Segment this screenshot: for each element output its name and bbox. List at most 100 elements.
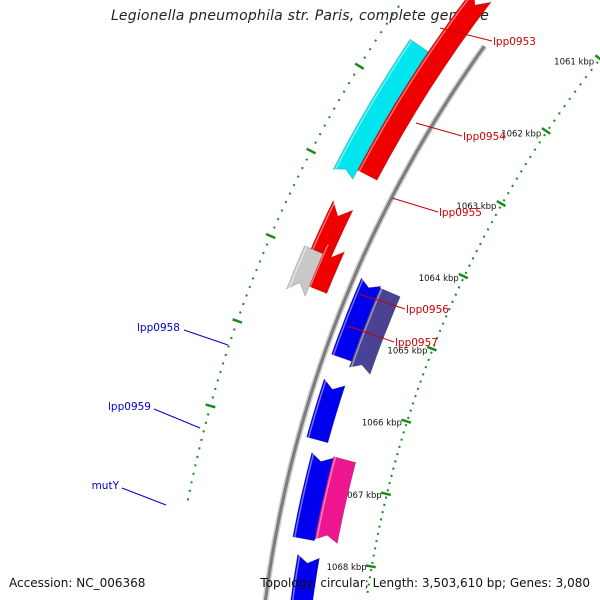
- kbp-tick-1064: [458, 272, 469, 280]
- label-leader-lpp0959: [153, 408, 201, 429]
- outer-tick-dot: [432, 344, 436, 347]
- inner-tick-dot: [206, 413, 210, 416]
- gene-label-lpp0957: lpp0957: [395, 337, 438, 349]
- inner-tick-dot: [305, 158, 309, 161]
- gene-lpp0955-highlight: [334, 39, 413, 171]
- outer-tick-dot: [498, 206, 502, 209]
- inner-tick-dot: [255, 268, 258, 272]
- outer-tick-dot: [416, 387, 420, 391]
- gene-label-lpp0958: lpp0958: [137, 322, 180, 334]
- outer-tick-dot: [519, 169, 523, 173]
- outer-tick-dot: [590, 68, 593, 72]
- gene-lpp0958-blue-highlight: [332, 278, 364, 356]
- outer-tick-dot: [402, 431, 406, 434]
- gene-lpp0957: [286, 245, 324, 298]
- outer-tick-dot: [528, 155, 532, 159]
- inner-tick-dot: [216, 379, 220, 382]
- outer-tick-dot: [552, 119, 556, 123]
- kbp-tick-1061: [594, 54, 600, 61]
- gene-mutY-pink-highlight: [315, 457, 337, 540]
- gene-lpp0957-highlight: [287, 246, 308, 290]
- inner-tick-dot: [314, 141, 317, 144]
- outer-tick-dot: [461, 278, 464, 282]
- gene-lpp0961-highlight: [292, 554, 301, 600]
- outer-tick-dot: [454, 293, 458, 296]
- kbp-tick-1066: [401, 418, 412, 424]
- outer-tick-dot: [419, 380, 422, 383]
- gene-lpp0958-blue: [331, 277, 382, 362]
- kbp-tick-1062: [541, 127, 551, 135]
- inner-tick-dot: [385, 22, 389, 26]
- inner-tick-dot: [323, 124, 327, 127]
- inner-tick-dot: [211, 396, 215, 399]
- label-leader-lpp0955: [391, 197, 439, 213]
- inner-tick-dot: [251, 277, 255, 280]
- outer-tick-dot: [490, 220, 494, 224]
- outer-tick-dot: [568, 97, 572, 101]
- outer-tick-dot: [404, 423, 408, 427]
- gene-lpp0954-highlight: [358, 0, 469, 172]
- inner-tick-dot: [284, 200, 288, 204]
- kbp-label-1061: 1061 kbp: [554, 57, 594, 67]
- outer-tick-dot: [468, 264, 471, 267]
- inner-tick-dot: [318, 132, 322, 136]
- inner-tick-dot: [328, 115, 331, 119]
- inner-kbp-tick: [354, 62, 365, 70]
- outer-tick-dot: [409, 409, 412, 412]
- outer-tick-dot: [475, 249, 479, 253]
- inner-kbp-tick: [232, 318, 243, 324]
- gene-label-lpp0959: lpp0959: [108, 401, 151, 413]
- outer-tick-dot: [421, 373, 425, 376]
- inner-kbp-tick: [205, 403, 216, 409]
- outer-tick-dot: [506, 191, 510, 195]
- topology-text: Topology: circular; Length: 3,503,610 bp…: [260, 576, 590, 590]
- kbp-label-1067: 1067 kbp: [342, 491, 382, 501]
- kbp-label-1062: 1062 kbp: [501, 130, 541, 140]
- backbone-line: [263, 45, 486, 600]
- kbp-label-1068: 1068 kbp: [327, 563, 367, 573]
- inner-tick-dot: [214, 387, 217, 391]
- outer-tick-dot: [451, 300, 454, 304]
- outer-tick-dot: [424, 365, 428, 369]
- label-leader-lpp0956: [358, 293, 406, 310]
- inner-tick-dot: [337, 98, 341, 102]
- outer-tick-dot: [396, 452, 399, 456]
- inner-tick-dot: [379, 30, 383, 34]
- outer-tick-dot: [430, 351, 433, 354]
- inner-tick-dot: [397, 5, 400, 9]
- gene-lpp0955: [332, 38, 429, 180]
- inner-kbp-tick: [265, 232, 276, 240]
- outer-tick-dot: [414, 394, 417, 398]
- label-leader-lpp0958: [183, 329, 229, 346]
- inner-tick-dot: [258, 260, 262, 263]
- gene-label-lpp0953: lpp0953: [493, 36, 536, 48]
- inner-tick-dot: [301, 166, 304, 170]
- outer-tick-dot: [407, 416, 410, 420]
- accession-text: Accession: NC_006368: [9, 576, 146, 590]
- inner-tick-dot: [332, 107, 336, 110]
- inner-tick-dot: [242, 302, 245, 306]
- kbp-tick-1068: [365, 564, 376, 569]
- outer-tick-dot: [573, 90, 577, 94]
- outer-tick-dot: [479, 242, 482, 246]
- gene-lpp0956-a-highlight: [312, 201, 336, 250]
- inner-tick-dot: [239, 311, 242, 314]
- label-leader-lpp0953: [439, 27, 493, 42]
- gene-label-lpp0955: lpp0955: [439, 207, 482, 219]
- outer-tick-dot: [524, 162, 528, 166]
- outer-tick-dot: [435, 336, 439, 340]
- kbp-tick-1067: [380, 491, 392, 497]
- inner-tick-dot: [276, 217, 280, 221]
- map-title: Legionella pneumophila str. Paris, compl…: [110, 8, 490, 24]
- outer-tick-dot: [457, 286, 461, 289]
- kbp-tick-1065: [426, 345, 437, 352]
- gene-mutY-blue: [292, 452, 334, 542]
- outer-tick-dot: [584, 75, 588, 79]
- outer-tick-dot: [427, 358, 430, 362]
- label-leader-lpp0957: [347, 325, 395, 343]
- outer-tick-dot: [558, 111, 561, 115]
- kbp-label-1064: 1064 kbp: [419, 274, 459, 284]
- inner-tick-dot: [245, 294, 248, 297]
- inner-tick-dot: [265, 243, 269, 246]
